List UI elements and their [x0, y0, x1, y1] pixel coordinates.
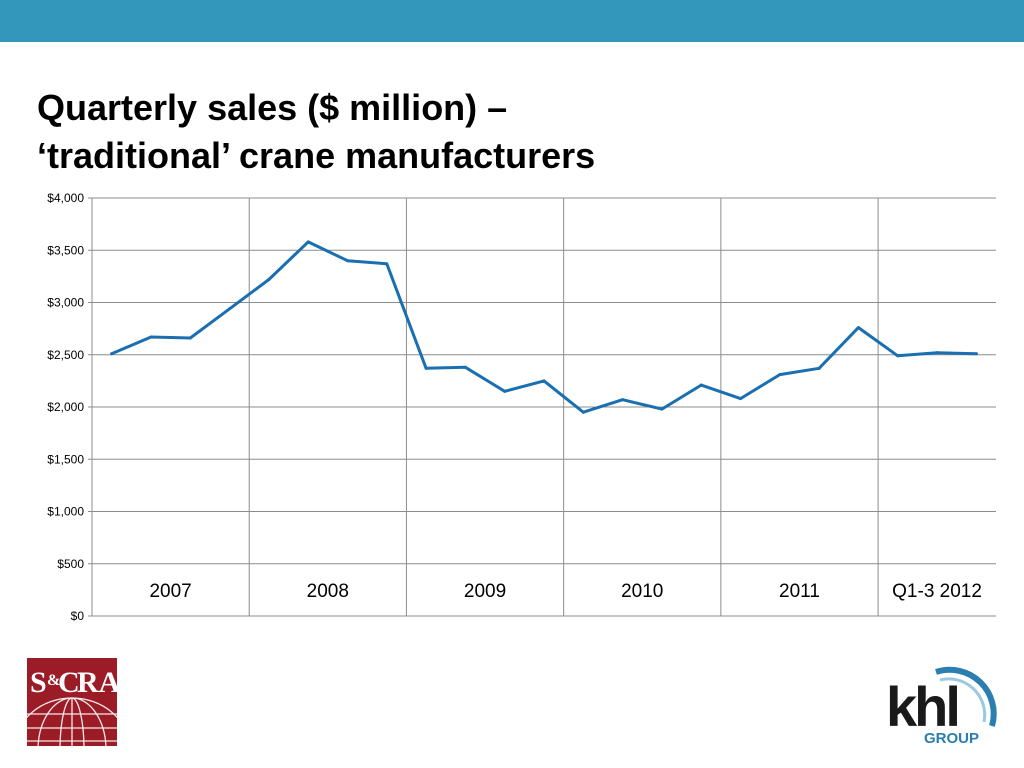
- x-year-label: 2009: [464, 581, 506, 602]
- scra-logo: S & C RA: [27, 658, 117, 746]
- series-line: [110, 240, 978, 414]
- data-point: [935, 351, 939, 355]
- data-point: [660, 407, 664, 411]
- y-axis-tick-labels: $0 $500 $1,000 $1,500 $2,000 $2,500 $3,000 $3,5…: [47, 191, 92, 623]
- data-point: [817, 366, 821, 370]
- y-tick-label: $2,500: [47, 348, 84, 362]
- data-point: [896, 354, 900, 358]
- data-point: [778, 373, 782, 377]
- slide-title-line-2: ‘traditional’ crane manufacturers: [37, 135, 596, 176]
- data-point: [228, 307, 232, 311]
- data-point: [463, 365, 467, 369]
- khl-logo-group-text: GROUP: [924, 730, 979, 746]
- data-point: [739, 397, 743, 401]
- y-tick-label: $1,000: [47, 505, 84, 519]
- scra-logo-ra: RA: [77, 666, 117, 699]
- data-point: [149, 335, 153, 339]
- y-tick-label: $1,500: [47, 452, 84, 466]
- khl-group-logo: khl GROUP: [886, 666, 997, 746]
- y-tick-label: $3,000: [47, 296, 84, 310]
- data-point: [267, 278, 271, 282]
- data-point: [856, 326, 860, 330]
- data-point: [345, 259, 349, 263]
- data-point: [542, 379, 546, 383]
- year-dividers: [248, 198, 879, 616]
- grid-lines: [92, 197, 996, 565]
- series-layer: [110, 240, 978, 414]
- scra-logo-ampersand: &: [47, 672, 60, 689]
- khl-logo-text: khl: [886, 675, 958, 738]
- khl-logo-arc: [935, 666, 997, 727]
- y-tick-label: $3,500: [47, 243, 84, 257]
- year-labels: 2007 2008 2009 2010 2011 Q1-3 2012: [149, 581, 981, 602]
- x-year-label: 2011: [779, 581, 820, 602]
- data-point: [581, 410, 585, 414]
- x-year-label: 2008: [307, 581, 349, 602]
- scra-logo-s: S: [30, 666, 47, 699]
- data-point: [306, 240, 310, 244]
- y-tick-label: $4,000: [47, 191, 84, 205]
- data-point: [424, 366, 428, 370]
- slide-title-line-1: Quarterly sales ($ million) –: [37, 87, 508, 128]
- x-year-label: Q1-3 2012: [892, 581, 982, 602]
- x-year-label: 2007: [149, 581, 191, 602]
- header-bar: [0, 0, 1024, 42]
- y-tick-label: $0: [71, 609, 85, 623]
- data-point: [621, 398, 625, 402]
- khl-logo-arc-inner: [939, 677, 987, 723]
- data-point: [385, 262, 389, 266]
- scra-logo-c: C: [58, 666, 80, 699]
- slide-title: Quarterly sales ($ million) – ‘tradition…: [37, 84, 997, 180]
- x-year-label: 2010: [621, 581, 663, 602]
- data-point: [974, 352, 978, 356]
- y-tick-label: $500: [57, 557, 84, 571]
- y-tick-label: $2,000: [47, 400, 84, 414]
- data-point: [503, 389, 507, 393]
- data-point: [699, 383, 703, 387]
- data-point: [188, 336, 192, 340]
- data-point: [110, 352, 114, 356]
